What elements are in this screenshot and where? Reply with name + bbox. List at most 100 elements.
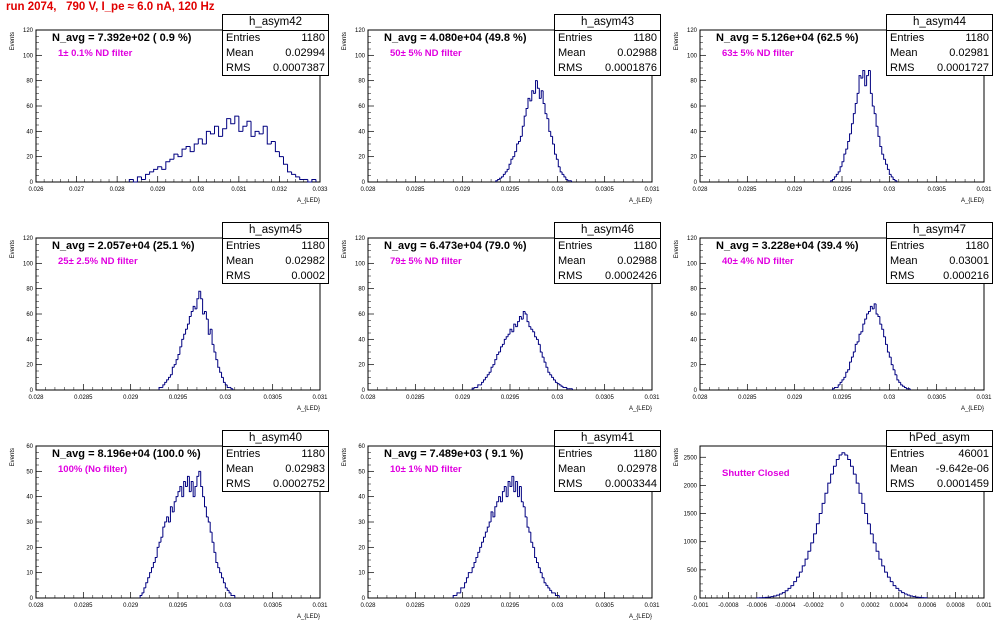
x-tick-label: 0.031 bbox=[312, 395, 328, 401]
histogram-bin bbox=[780, 594, 783, 595]
stats-value: 0.02978 bbox=[617, 462, 657, 477]
histogram-bin bbox=[229, 590, 231, 593]
histogram-bin bbox=[844, 377, 846, 380]
x-tick-label: 0.03 bbox=[551, 187, 563, 193]
stats-row-entries: Entries 1180 bbox=[887, 31, 992, 46]
x-tick-label: 0.027 bbox=[69, 187, 85, 193]
histogram-bin bbox=[178, 154, 182, 157]
x-tick-label: 0.0305 bbox=[263, 395, 282, 401]
histogram-bin bbox=[842, 380, 844, 383]
histogram-bin bbox=[472, 568, 474, 573]
histogram-bin bbox=[903, 385, 905, 386]
histogram-bin bbox=[535, 547, 537, 557]
x-tick-label: 0.0285 bbox=[406, 187, 425, 193]
histogram-bin bbox=[227, 385, 229, 388]
y-tick-label: 60 bbox=[358, 104, 365, 110]
y-tick-label: 120 bbox=[687, 28, 698, 34]
histogram-bin bbox=[896, 586, 899, 589]
stats-value: 0.0001727 bbox=[937, 61, 989, 76]
histogram-bin bbox=[814, 534, 817, 543]
stats-label: Entries bbox=[558, 447, 592, 462]
histogram-bin bbox=[887, 572, 890, 577]
histogram-bin bbox=[205, 497, 207, 507]
x-tick-label: 0.03 bbox=[883, 187, 895, 193]
y-tick-label: 60 bbox=[26, 312, 33, 318]
histogram-bin bbox=[899, 380, 901, 383]
histogram-bin bbox=[219, 126, 223, 136]
histogram-bin bbox=[547, 114, 549, 119]
histogram-bin bbox=[483, 380, 485, 383]
histogram-bin bbox=[279, 152, 283, 157]
histogram-name: h_asym40 bbox=[223, 431, 328, 447]
histogram-bin bbox=[882, 559, 885, 566]
histogram-bin bbox=[535, 332, 537, 337]
histogram-bin bbox=[822, 503, 825, 513]
histogram-bin bbox=[501, 177, 503, 178]
stats-label: Entries bbox=[890, 447, 924, 462]
histogram-bin bbox=[887, 344, 889, 352]
histogram-bin bbox=[552, 375, 554, 378]
stats-value: 1180 bbox=[301, 447, 325, 462]
histogram-bin bbox=[525, 311, 527, 314]
histogram-bin bbox=[189, 317, 191, 325]
stats-value: 1180 bbox=[965, 31, 989, 46]
stats-label: Entries bbox=[226, 31, 260, 46]
histogram-bin bbox=[848, 141, 850, 149]
filter-annotation: 1± 0.1% ND filter bbox=[58, 48, 132, 59]
y-tick-label: 0 bbox=[362, 180, 366, 186]
histogram-bin bbox=[212, 329, 214, 344]
navg-label: N_avg = 4.080e+04 (49.8 %) bbox=[384, 32, 526, 44]
y-tick-label: 40 bbox=[26, 337, 33, 343]
stats-label: Entries bbox=[890, 31, 924, 46]
y-tick-label: 60 bbox=[358, 312, 365, 318]
histogram-bin bbox=[495, 360, 497, 365]
y-tick-label: 80 bbox=[26, 287, 33, 293]
histogram-bin bbox=[157, 547, 159, 557]
histogram-bin bbox=[144, 588, 146, 593]
histogram-bin bbox=[553, 136, 555, 144]
y-axis-title: Events bbox=[674, 240, 680, 258]
histogram-bin bbox=[501, 347, 503, 352]
histogram-bin bbox=[558, 159, 560, 167]
histogram-bin bbox=[223, 578, 225, 583]
x-tick-label: 0.0305 bbox=[927, 395, 946, 401]
histogram-bin bbox=[169, 377, 171, 380]
x-tick-label: 0.0004 bbox=[890, 603, 909, 609]
x-tick-label: 0.029 bbox=[123, 395, 139, 401]
histogram-bin bbox=[225, 583, 227, 588]
stats-label: RMS bbox=[226, 61, 250, 76]
histogram-bin bbox=[868, 514, 871, 524]
histogram-bin bbox=[560, 167, 562, 172]
histogram-bin bbox=[870, 524, 873, 534]
stats-label: Entries bbox=[558, 239, 592, 254]
histogram-bin bbox=[811, 543, 814, 551]
histogram-bin bbox=[216, 352, 218, 360]
y-tick-label: 2000 bbox=[684, 483, 698, 489]
x-tick-label: 0.028 bbox=[692, 395, 708, 401]
histogram-bin bbox=[561, 385, 563, 386]
histogram-bin bbox=[794, 582, 797, 586]
histogram-bin bbox=[215, 126, 219, 134]
histogram-bin bbox=[559, 384, 561, 385]
histogram-bin bbox=[468, 573, 470, 578]
histogram-bin bbox=[197, 476, 199, 486]
stats-label: Mean bbox=[890, 254, 918, 269]
histogram-bin bbox=[545, 103, 547, 113]
y-tick-label: 100 bbox=[355, 53, 366, 59]
histogram-bin bbox=[210, 522, 212, 532]
histogram-bin bbox=[853, 352, 855, 357]
histogram-bin bbox=[856, 474, 859, 483]
histogram-bin bbox=[465, 583, 467, 588]
histogram-bin bbox=[466, 578, 468, 583]
histogram-bin bbox=[150, 573, 152, 578]
histogram-bin bbox=[867, 76, 869, 86]
histogram-bin bbox=[831, 474, 834, 483]
histogram-bin bbox=[873, 534, 876, 543]
histogram-bin bbox=[506, 337, 508, 340]
stats-value: 0.0007387 bbox=[273, 61, 325, 76]
